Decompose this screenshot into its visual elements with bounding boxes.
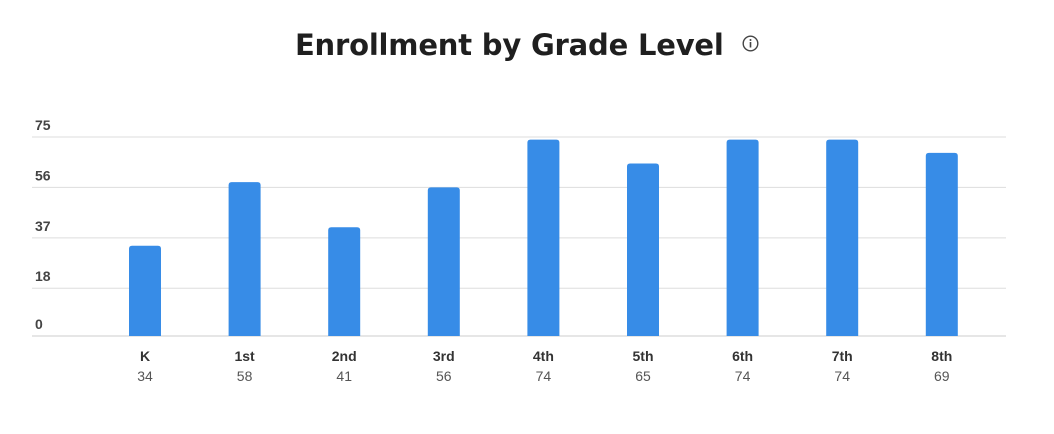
value-label: 58 bbox=[237, 368, 253, 384]
bar-5th[interactable] bbox=[627, 163, 659, 336]
bar-4th[interactable] bbox=[527, 139, 560, 336]
x-category-label: 1st bbox=[234, 348, 255, 364]
y-tick-label: 18 bbox=[35, 268, 51, 284]
x-category-label: 3rd bbox=[433, 348, 455, 364]
value-label: 65 bbox=[635, 368, 651, 384]
value-label: 74 bbox=[735, 368, 751, 384]
x-category-label: 5th bbox=[633, 348, 654, 364]
bar-2nd[interactable] bbox=[328, 227, 361, 336]
y-tick-label: 75 bbox=[35, 117, 51, 133]
title-row: Enrollment by Grade Level bbox=[0, 28, 1054, 62]
chart-title: Enrollment by Grade Level bbox=[294, 28, 724, 62]
y-axis-ticks: 0 18 37 56 75 bbox=[35, 117, 51, 332]
value-label: 74 bbox=[536, 368, 552, 384]
bar-6th[interactable] bbox=[726, 139, 759, 336]
bar-1st[interactable] bbox=[228, 182, 261, 336]
x-axis-categories: K 1st 2nd 3rd 4th 5th 6th 7th 8th bbox=[140, 348, 952, 364]
value-label: 41 bbox=[336, 368, 352, 384]
bar-K[interactable] bbox=[129, 245, 161, 336]
y-tick-label: 56 bbox=[35, 167, 51, 183]
bar-3rd[interactable] bbox=[427, 187, 460, 336]
bar-7th[interactable] bbox=[826, 139, 859, 336]
y-tick-label: 0 bbox=[35, 316, 43, 332]
bar-8th[interactable] bbox=[925, 152, 958, 336]
x-category-label: 2nd bbox=[332, 348, 357, 364]
value-label: 69 bbox=[934, 368, 950, 384]
x-category-label: 7th bbox=[832, 348, 853, 364]
gridlines bbox=[32, 136, 1006, 337]
x-category-label: 4th bbox=[533, 348, 554, 364]
value-label: 74 bbox=[834, 368, 850, 384]
y-tick-label: 37 bbox=[35, 218, 51, 234]
x-category-label: 8th bbox=[931, 348, 952, 364]
value-label: 56 bbox=[436, 368, 452, 384]
bars bbox=[129, 139, 958, 336]
value-label: 34 bbox=[137, 368, 153, 384]
x-category-label: 6th bbox=[732, 348, 753, 364]
value-labels: 34 58 41 56 74 65 74 74 69 bbox=[137, 368, 950, 384]
info-icon[interactable] bbox=[742, 34, 759, 52]
x-category-label: K bbox=[140, 348, 150, 364]
